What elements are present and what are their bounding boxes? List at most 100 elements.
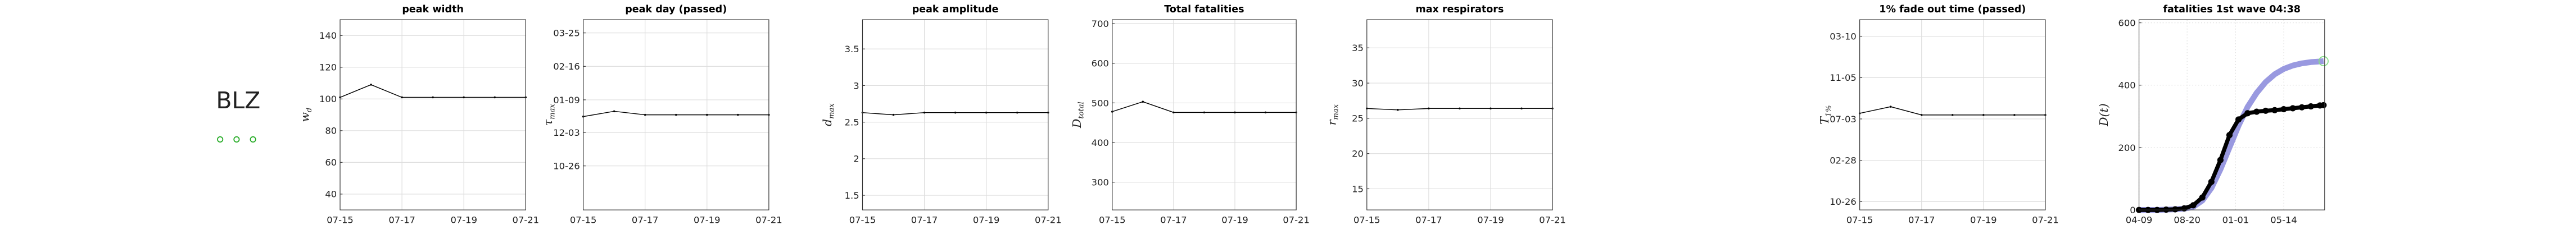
data-point xyxy=(370,84,372,86)
y-tick-label: 25 xyxy=(1352,113,1364,124)
data-point xyxy=(401,96,403,99)
x-tick-label: 05-14 xyxy=(2270,215,2297,226)
x-tick-label: 07-21 xyxy=(1539,215,1566,226)
y-tick-label: 02-16 xyxy=(553,61,580,72)
series-point xyxy=(2235,116,2242,123)
x-tick-label: 07-19 xyxy=(973,215,1000,226)
data-point xyxy=(613,110,615,113)
y-axis-label-main: D xyxy=(1070,119,1084,129)
series-point xyxy=(2320,102,2327,108)
x-tick-label: 07-21 xyxy=(1035,215,1062,226)
y-tick-label: 12-03 xyxy=(553,127,580,138)
y-axis-label-main: τ xyxy=(541,119,555,126)
axes-box xyxy=(2138,19,2325,210)
x-tick-label: 07-19 xyxy=(1221,215,1248,226)
y-tick-label: 10-26 xyxy=(553,160,580,171)
y-tick-label: 3.5 xyxy=(845,44,859,54)
series-point xyxy=(2208,178,2215,185)
y-axis-label-sub: total xyxy=(1078,102,1086,119)
data-point xyxy=(432,96,434,99)
data-point xyxy=(892,113,895,116)
series-point xyxy=(2244,110,2251,117)
y-tick-label: 500 xyxy=(1092,98,1109,108)
data-point xyxy=(1490,107,1492,110)
x-tick-label: 07-17 xyxy=(1908,215,1935,226)
axes-box xyxy=(862,19,1049,210)
y-tick-label: 0 xyxy=(2130,205,2135,215)
data-point xyxy=(1142,100,1144,103)
data-point xyxy=(1952,114,1954,116)
legend-marker xyxy=(217,136,224,143)
x-tick-label: 07-17 xyxy=(1415,215,1442,226)
chart-title: peak day (passed) xyxy=(625,4,727,15)
data-point xyxy=(923,111,926,114)
data-point xyxy=(1172,111,1175,114)
legend-marker xyxy=(233,136,240,143)
x-tick-label: 07-19 xyxy=(1477,215,1504,226)
x-tick-label: 07-15 xyxy=(1099,215,1126,226)
plot-area xyxy=(1366,20,1553,210)
y-tick-label: 1.5 xyxy=(845,190,859,201)
x-tick-label: 07-19 xyxy=(1970,215,1997,226)
y-tick-label: 400 xyxy=(1092,137,1109,148)
series-point xyxy=(2199,194,2206,201)
y-tick-label: 300 xyxy=(1092,177,1109,188)
y-axis-label: dmax xyxy=(821,103,836,126)
y-tick-label: 3 xyxy=(853,80,859,91)
y-tick-label: 03-10 xyxy=(1830,31,1857,42)
data-point xyxy=(1234,111,1236,114)
x-tick-label: 07-19 xyxy=(694,215,721,226)
y-axis-label-main: D(t) xyxy=(2097,103,2111,127)
axes-box xyxy=(583,19,769,210)
data-point xyxy=(1428,107,1430,110)
chart-title: 1% fade out time (passed) xyxy=(1879,4,2026,15)
y-tick-label: 35 xyxy=(1352,43,1364,53)
data-point xyxy=(674,113,677,116)
y-axis-label: wd xyxy=(298,108,313,122)
x-tick-label: 07-17 xyxy=(388,215,415,226)
x-tick-label: 07-15 xyxy=(849,215,876,226)
data-point xyxy=(1397,109,1399,111)
data-point xyxy=(985,111,988,114)
plot-area xyxy=(1112,20,1297,210)
chart-title: Total fatalities xyxy=(1164,4,1244,15)
series-point xyxy=(2262,107,2269,114)
y-tick-label: 600 xyxy=(2118,17,2135,28)
axes-box xyxy=(339,19,526,210)
data-point xyxy=(954,111,957,114)
y-tick-label: 20 xyxy=(1352,149,1364,159)
series-line xyxy=(2139,103,2324,212)
series-point xyxy=(2271,107,2278,113)
series-point xyxy=(2253,108,2260,115)
series-point xyxy=(2217,157,2224,163)
data-point xyxy=(2013,114,2016,116)
y-tick-label: 140 xyxy=(319,30,337,41)
x-tick-label: 07-15 xyxy=(1353,215,1380,226)
y-axis-label-sub: max xyxy=(548,104,556,120)
axes-box xyxy=(1112,19,1297,210)
y-tick-label: 60 xyxy=(325,157,337,168)
chart-title: fatalities 1st wave 04:38 xyxy=(2163,4,2301,15)
y-axis-label: D(t) xyxy=(2097,103,2111,127)
y-axis-label-sub: d xyxy=(305,108,314,112)
data-point xyxy=(1459,107,1461,110)
y-tick-label: 01-09 xyxy=(553,95,580,105)
series-point xyxy=(2226,132,2233,139)
plot-area xyxy=(340,20,526,210)
chart-title: max respirators xyxy=(1415,4,1504,15)
data-point xyxy=(706,113,708,116)
data-point xyxy=(1203,111,1206,114)
series-point xyxy=(2298,104,2305,111)
x-tick-label: 07-17 xyxy=(1160,215,1187,226)
y-tick-label: 100 xyxy=(319,94,337,104)
x-tick-label: 07-17 xyxy=(911,215,938,226)
x-tick-label: 07-15 xyxy=(1846,215,1873,226)
legend-marker xyxy=(250,136,256,143)
series-point xyxy=(2280,106,2287,113)
y-tick-label: 2 xyxy=(853,154,859,164)
chart-title: peak width xyxy=(402,4,464,15)
data-point xyxy=(494,96,496,99)
data-point xyxy=(463,96,465,99)
y-tick-label: 03-25 xyxy=(553,27,580,38)
